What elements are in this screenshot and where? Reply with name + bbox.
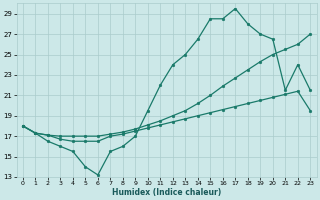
X-axis label: Humidex (Indice chaleur): Humidex (Indice chaleur) xyxy=(112,188,221,197)
